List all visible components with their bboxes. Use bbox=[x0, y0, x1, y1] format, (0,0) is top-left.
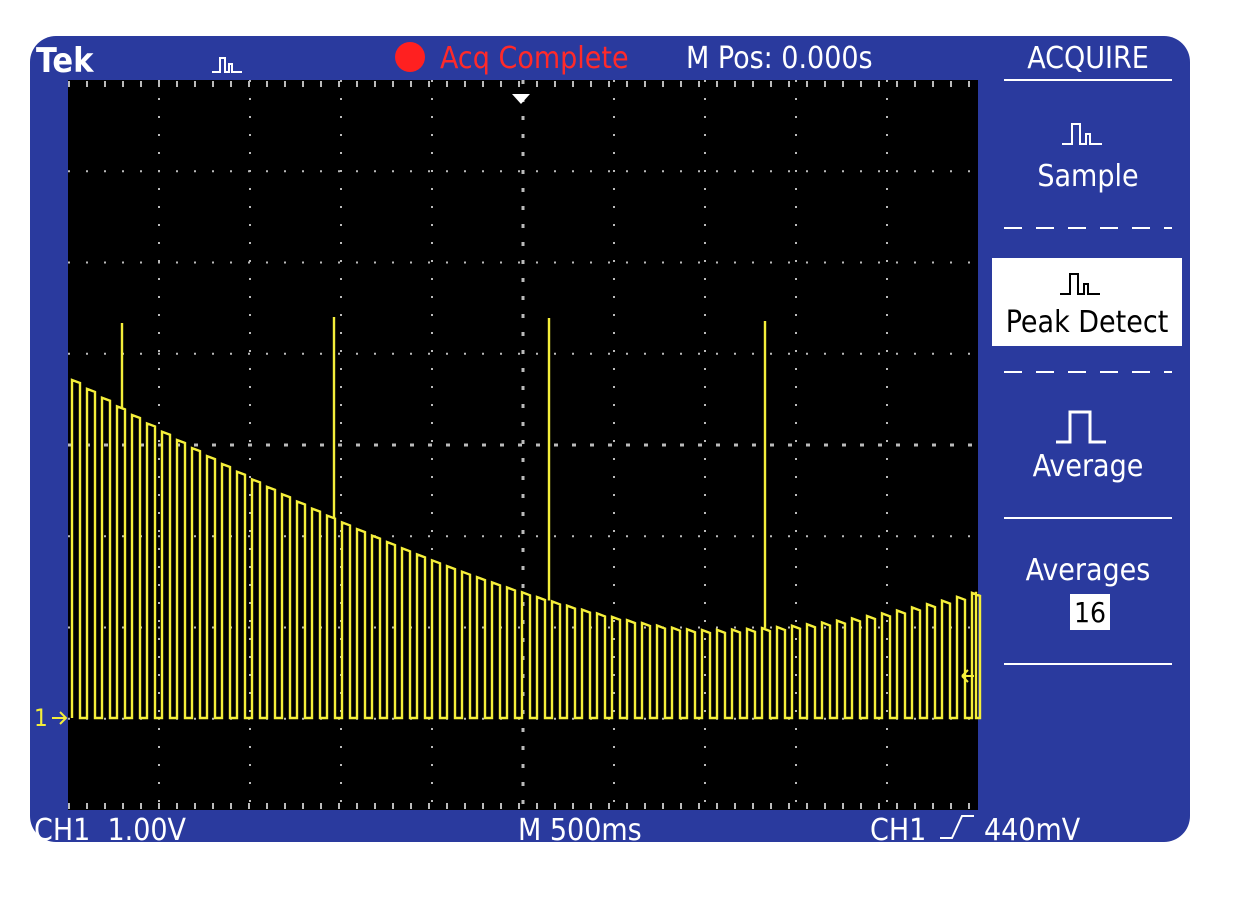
value-box bbox=[1070, 594, 1110, 630]
peak-icon bbox=[1060, 273, 1100, 295]
averages-label: Averages bbox=[1026, 553, 1151, 588]
menu-item[interactable]: Average bbox=[1033, 449, 1144, 484]
trigger-slope-icon bbox=[940, 815, 974, 839]
acq-status: Acq Complete bbox=[440, 41, 629, 76]
menu-item[interactable]: Peak Detect bbox=[1006, 305, 1169, 340]
graticule bbox=[68, 80, 978, 810]
channel-marker: 1 bbox=[34, 704, 48, 732]
waveform bbox=[70, 317, 982, 720]
selected-item-bg bbox=[992, 258, 1182, 346]
position-readout: M Pos: 0.000s bbox=[686, 41, 873, 76]
channel-scale: CH1 1.00V bbox=[34, 813, 187, 848]
trigger-source: CH1 bbox=[870, 813, 926, 848]
averages-value[interactable]: 16 bbox=[1074, 596, 1106, 629]
menu-item[interactable]: Sample bbox=[1037, 159, 1138, 194]
timebase: M 500ms bbox=[518, 813, 642, 848]
ground-marker bbox=[52, 711, 68, 725]
brand: Tek bbox=[36, 41, 94, 81]
trigger-level-marker bbox=[961, 669, 974, 683]
trigger-level: 440mV bbox=[984, 813, 1081, 848]
sample-icon bbox=[1062, 123, 1102, 145]
menu-title: ACQUIRE bbox=[1027, 41, 1149, 76]
acq-mode-icon bbox=[212, 57, 242, 73]
acq-status-dot bbox=[395, 42, 425, 72]
trigger-position-marker bbox=[512, 94, 530, 104]
average-icon bbox=[1056, 410, 1106, 444]
